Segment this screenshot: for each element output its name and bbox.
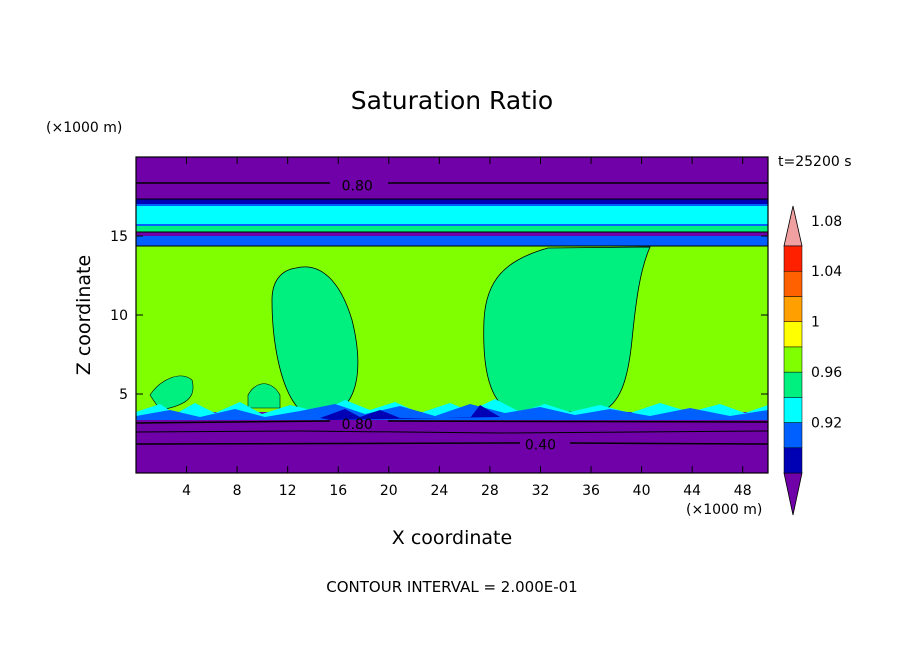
x-tick-label: 32 xyxy=(532,483,550,499)
plot-area xyxy=(135,156,769,474)
upper-green-band xyxy=(136,226,768,232)
colorbar-swatch xyxy=(783,422,803,449)
boundary-layer xyxy=(136,420,768,473)
colorbar-swatch xyxy=(783,447,803,474)
time-label: t=25200 s xyxy=(778,154,852,170)
colorbar-label: 0.96 xyxy=(811,365,842,381)
y-tick-label: 10 xyxy=(110,308,128,324)
x-axis-unit: (×1000 m) xyxy=(686,502,763,518)
x-tick-label: 40 xyxy=(633,483,651,499)
x-tick-label: 8 xyxy=(233,483,242,499)
upper-band xyxy=(136,183,768,199)
contour-value-label: 0.80 xyxy=(342,178,373,194)
x-tick-label: 12 xyxy=(279,483,297,499)
colorbar-swatch xyxy=(783,245,803,272)
x-axis-ticks: 4 8 12 16 20 24 28 32 36 40 44 48 xyxy=(182,157,752,499)
colorbar-swatch xyxy=(783,296,803,322)
y-tick-label: 5 xyxy=(119,387,128,403)
tropopause-band xyxy=(136,232,768,236)
x-tick-label: 16 xyxy=(329,483,347,499)
x-tick-label: 48 xyxy=(734,483,752,499)
colorbar: 0.92 0.96 1 1.04 1.08 xyxy=(783,205,842,516)
colorbar-swatch xyxy=(783,371,803,398)
colorbar-label: 0.92 xyxy=(811,416,842,432)
deep-blue-patches xyxy=(320,405,500,420)
tropopause-blue xyxy=(136,236,768,246)
y-axis-ticks: 5 10 15 xyxy=(110,229,768,403)
colorbar-swatch xyxy=(783,321,803,348)
colorbar-swatch xyxy=(783,397,803,423)
colorbar-label: 1.04 xyxy=(811,264,842,280)
x-tick-label: 24 xyxy=(430,483,448,499)
upper-blue-band xyxy=(136,199,768,204)
x-tick-label: 4 xyxy=(182,483,191,499)
contour-value-label: 0.80 xyxy=(342,417,373,433)
x-axis-label: X coordinate xyxy=(391,527,513,549)
colorbar-swatch xyxy=(783,270,803,297)
chart-title: Saturation Ratio xyxy=(350,86,554,115)
small-cell-2 xyxy=(247,383,281,409)
contour-line-lower-2 xyxy=(135,430,769,434)
colorbar-max-arrow xyxy=(783,205,803,247)
colorbar-label: 1 xyxy=(811,315,820,331)
contour-value-label: 0.40 xyxy=(525,438,556,454)
colorbar-swatch xyxy=(783,346,803,373)
small-cell-1 xyxy=(149,375,194,411)
cloud-layer xyxy=(136,246,768,412)
colorbar-label: 1.08 xyxy=(811,214,842,230)
contour-labels: 0.80 0.80 0.40 xyxy=(342,178,556,453)
upper-cyan-band xyxy=(136,206,768,224)
x-tick-label: 36 xyxy=(582,483,600,499)
y-axis-unit: (×1000 m) xyxy=(46,120,123,136)
x-tick-label: 20 xyxy=(380,483,398,499)
x-tick-label: 28 xyxy=(481,483,499,499)
colorbar-min-arrow xyxy=(783,472,803,516)
blue-turbulence xyxy=(136,404,768,420)
contour-interval-note: CONTOUR INTERVAL = 2.000E-01 xyxy=(326,578,578,596)
contour-line-040 xyxy=(135,442,769,445)
y-tick-label: 15 xyxy=(110,229,128,245)
x-tick-label: 44 xyxy=(683,483,701,499)
contour-line-080-lower xyxy=(135,420,769,424)
